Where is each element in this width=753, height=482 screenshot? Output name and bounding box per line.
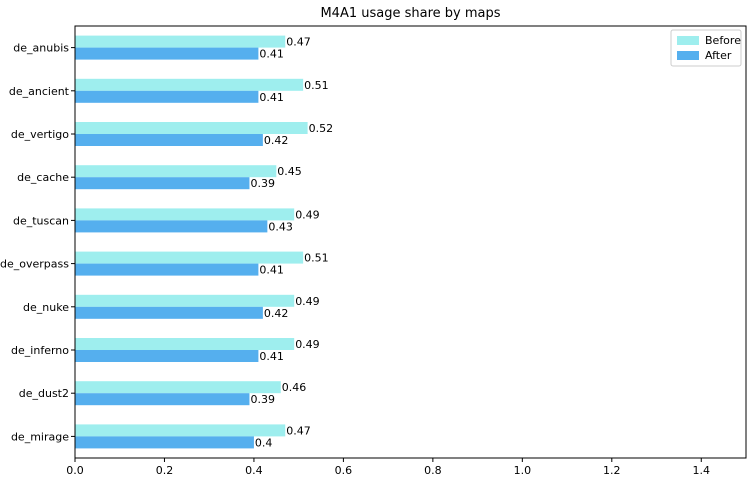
bar-after bbox=[75, 220, 268, 233]
bar-before bbox=[75, 424, 286, 437]
bar-after bbox=[75, 134, 263, 146]
bar-after bbox=[75, 177, 250, 190]
x-axis: 0.0 0.2 0.4 0.6 0.8 1.0 1.2 1.4 bbox=[66, 458, 710, 477]
y-tick-label: de_ancient bbox=[9, 85, 70, 98]
data-label-before: 0.49 bbox=[295, 208, 320, 221]
x-tick-label: 0.6 bbox=[335, 464, 353, 477]
bar-after bbox=[75, 47, 259, 60]
y-tick-label: de_tuscan bbox=[13, 214, 69, 227]
data-label-before: 0.47 bbox=[286, 424, 311, 437]
y-tick-label: de_nuke bbox=[23, 301, 69, 314]
bar-before bbox=[75, 35, 286, 48]
y-tick-label: de_overpass bbox=[0, 258, 69, 271]
data-label-after: 0.41 bbox=[259, 91, 284, 104]
y-tick-label: de_mirage bbox=[11, 430, 69, 443]
plot-frame bbox=[74, 25, 747, 459]
bar-after bbox=[75, 306, 263, 319]
y-tick-label: de_dust2 bbox=[19, 387, 69, 400]
data-label-after: 0.42 bbox=[264, 134, 289, 147]
data-label-before: 0.51 bbox=[304, 252, 329, 265]
x-tick-label: 1.4 bbox=[693, 464, 711, 477]
data-label-before: 0.45 bbox=[277, 165, 302, 178]
bar-after bbox=[75, 90, 259, 103]
y-axis: de_anubis de_ancient de_vertigo de_cache de_… bbox=[0, 42, 75, 443]
bars-group bbox=[75, 35, 308, 449]
data-label-before: 0.51 bbox=[304, 79, 329, 92]
legend-swatch bbox=[677, 36, 699, 45]
data-label-after: 0.43 bbox=[268, 220, 293, 233]
y-tick-label: de_inferno bbox=[11, 344, 69, 357]
bar-after bbox=[75, 436, 254, 449]
bar-before bbox=[75, 294, 295, 307]
x-tick-label: 0.4 bbox=[245, 464, 263, 477]
bar-before bbox=[75, 208, 295, 221]
bar-before bbox=[75, 122, 308, 134]
chart-title: M4A1 usage share by maps bbox=[320, 6, 500, 21]
y-tick-label: de_cache bbox=[17, 171, 69, 184]
data-label-after: 0.41 bbox=[259, 48, 284, 61]
data-label-before: 0.49 bbox=[295, 295, 320, 308]
bar-after bbox=[75, 263, 259, 276]
data-label-after: 0.39 bbox=[250, 393, 275, 406]
x-tick-label: 1.0 bbox=[514, 464, 532, 477]
legend-label: Before bbox=[705, 34, 741, 47]
data-label-after: 0.42 bbox=[264, 307, 289, 320]
y-tick-label: de_vertigo bbox=[11, 128, 69, 141]
data-label-after: 0.41 bbox=[259, 350, 284, 363]
data-label-before: 0.47 bbox=[286, 36, 311, 49]
bar-before bbox=[75, 338, 295, 350]
legend-swatch bbox=[677, 51, 699, 60]
legend-label: After bbox=[705, 49, 732, 62]
x-tick-label: 0.2 bbox=[156, 464, 174, 477]
data-label-after: 0.41 bbox=[259, 264, 284, 277]
data-label-before: 0.52 bbox=[309, 122, 334, 135]
data-labels-group: 0.470.410.510.410.520.420.450.390.490.43… bbox=[250, 36, 333, 450]
bar-before bbox=[75, 381, 281, 394]
data-label-before: 0.49 bbox=[295, 338, 320, 351]
data-label-before: 0.46 bbox=[282, 381, 307, 394]
bar-after bbox=[75, 393, 250, 406]
bar-before bbox=[75, 78, 304, 91]
data-label-after: 0.4 bbox=[255, 436, 273, 449]
y-tick-label: de_anubis bbox=[13, 42, 69, 55]
x-tick-label: 0.0 bbox=[66, 464, 84, 477]
bar-before bbox=[75, 251, 304, 264]
bar-after bbox=[75, 350, 259, 362]
legend: Before After bbox=[670, 29, 742, 67]
x-tick-label: 0.8 bbox=[424, 464, 442, 477]
bar-before bbox=[75, 165, 277, 178]
x-tick-label: 1.2 bbox=[603, 464, 621, 477]
data-label-after: 0.39 bbox=[250, 177, 275, 190]
